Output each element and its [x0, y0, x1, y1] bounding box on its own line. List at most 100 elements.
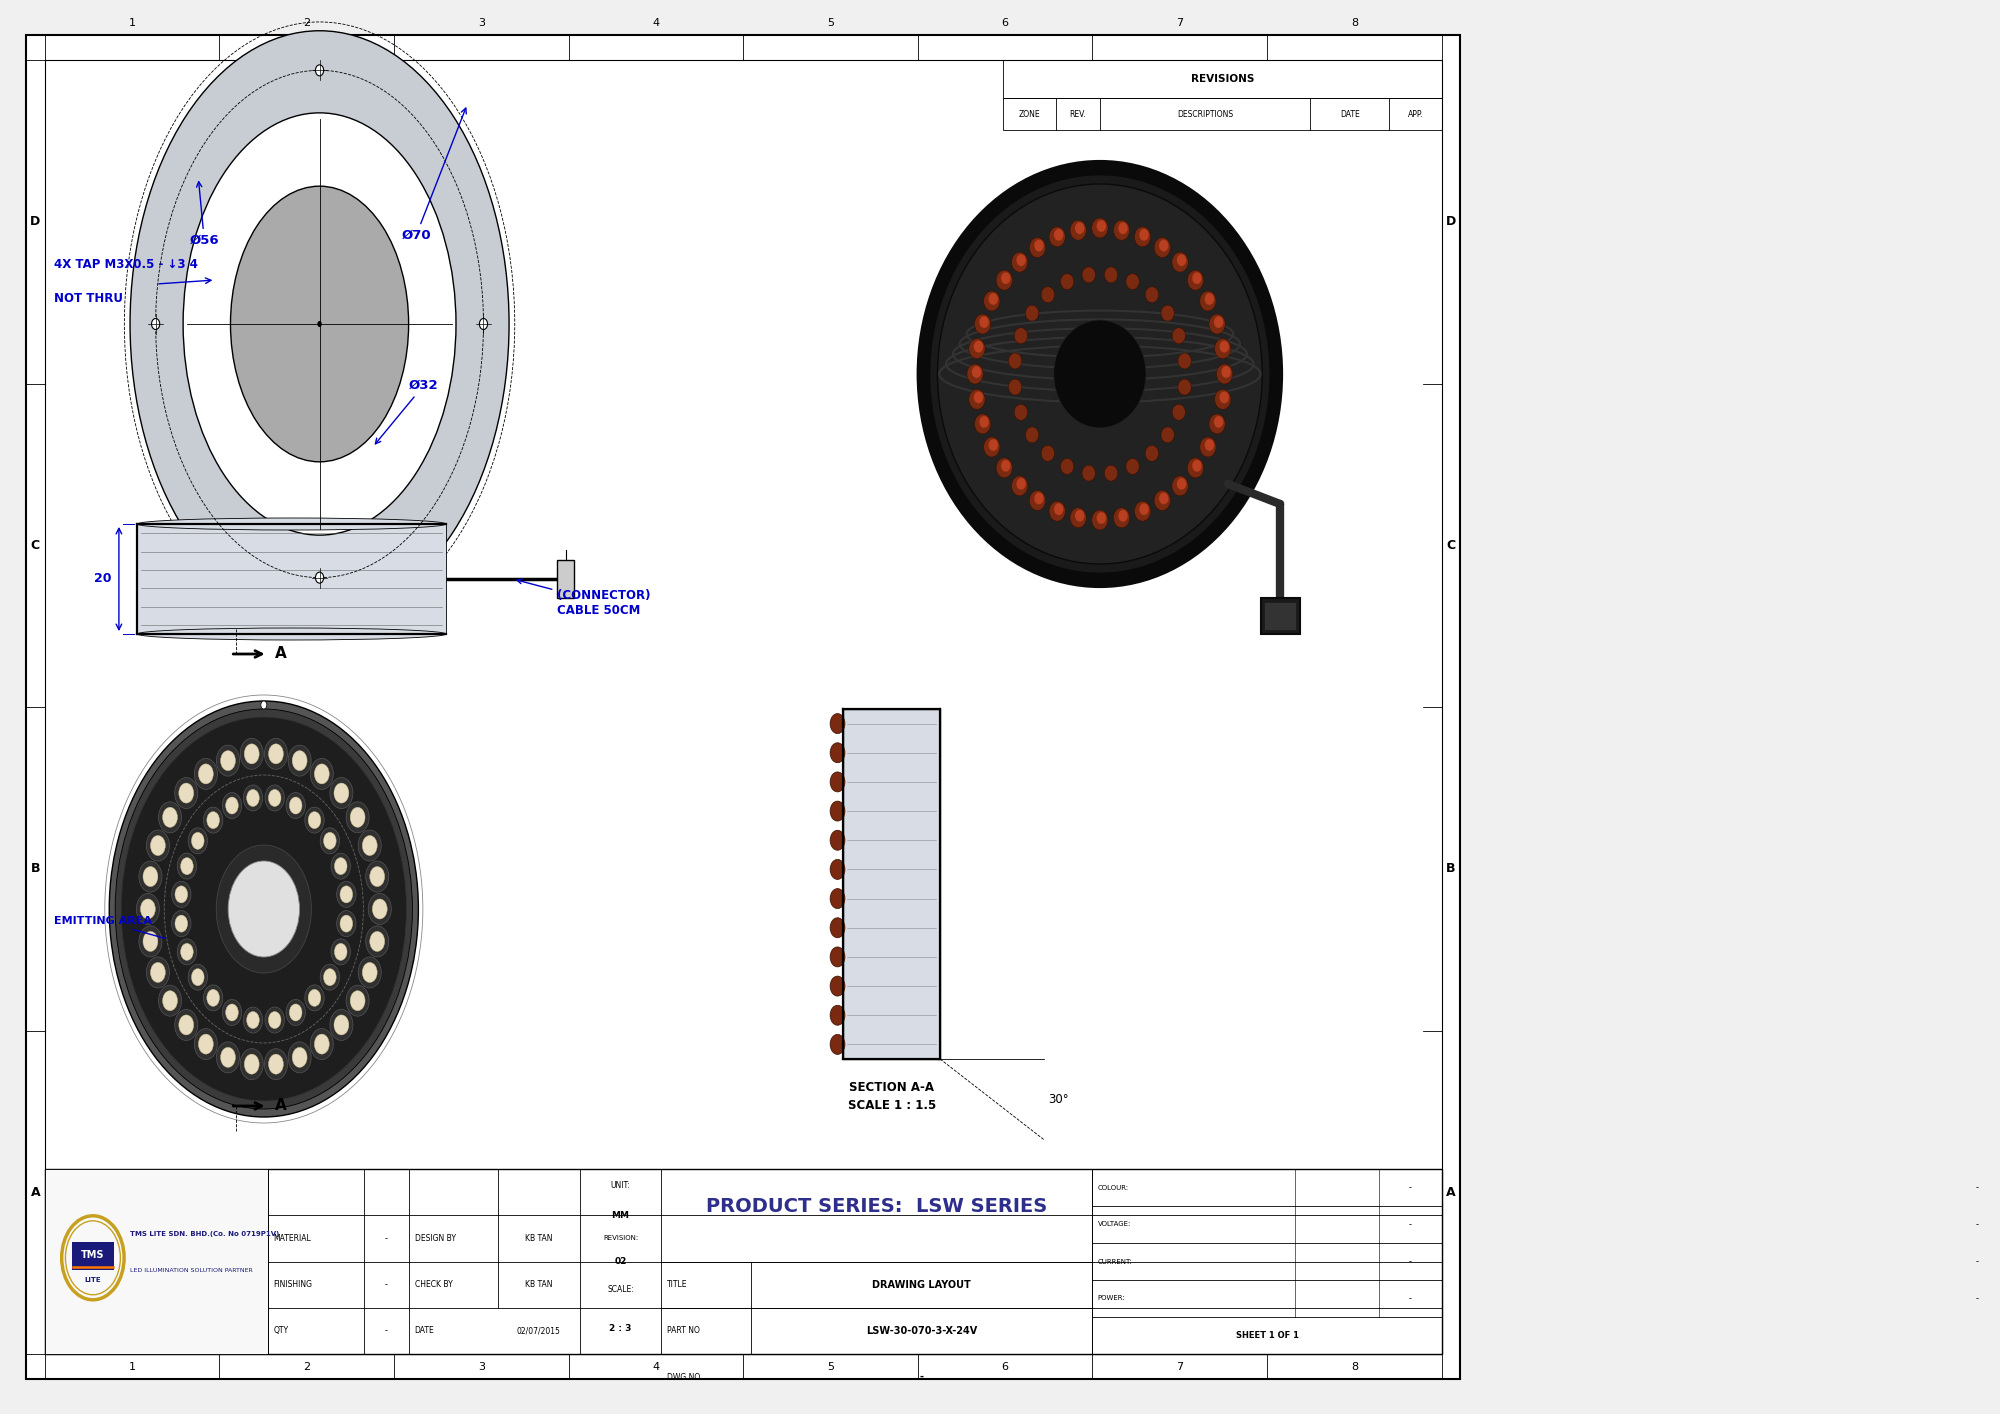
Circle shape — [174, 887, 188, 904]
Circle shape — [340, 887, 352, 904]
Ellipse shape — [1158, 492, 1168, 505]
Text: Ø70: Ø70 — [402, 107, 466, 242]
Circle shape — [226, 1004, 238, 1021]
Circle shape — [336, 911, 356, 936]
Circle shape — [304, 986, 324, 1011]
Circle shape — [194, 1028, 218, 1059]
Ellipse shape — [988, 293, 998, 305]
Circle shape — [264, 738, 288, 769]
Ellipse shape — [1118, 510, 1128, 522]
Text: DWG NO: DWG NO — [668, 1373, 700, 1381]
Ellipse shape — [1154, 491, 1170, 510]
Ellipse shape — [1222, 366, 1230, 378]
Text: 6: 6 — [1002, 18, 1008, 28]
Text: REV.: REV. — [1070, 109, 1086, 119]
Text: MM: MM — [612, 1210, 630, 1220]
Text: -: - — [1408, 1184, 1412, 1192]
Circle shape — [174, 1010, 198, 1041]
Ellipse shape — [1082, 465, 1096, 481]
Text: -: - — [1976, 1184, 1978, 1192]
Ellipse shape — [1050, 226, 1066, 247]
Circle shape — [198, 1034, 214, 1053]
Text: 5: 5 — [826, 1362, 834, 1372]
Circle shape — [178, 1015, 194, 1035]
Ellipse shape — [1000, 460, 1010, 472]
Circle shape — [362, 963, 378, 983]
Text: -: - — [1408, 1257, 1412, 1266]
Text: KB TAN: KB TAN — [526, 1280, 552, 1290]
Circle shape — [314, 1034, 330, 1053]
Ellipse shape — [972, 366, 982, 378]
Circle shape — [172, 911, 190, 936]
Circle shape — [150, 963, 166, 983]
Circle shape — [318, 321, 322, 327]
Circle shape — [368, 894, 392, 925]
Circle shape — [346, 802, 370, 833]
Circle shape — [830, 1035, 844, 1055]
Circle shape — [358, 830, 382, 861]
Ellipse shape — [1092, 510, 1108, 530]
Ellipse shape — [996, 270, 1012, 290]
Text: MATERIAL: MATERIAL — [274, 1234, 312, 1243]
Circle shape — [370, 932, 384, 952]
Text: SECTION A-A
SCALE 1 : 1.5: SECTION A-A SCALE 1 : 1.5 — [848, 1080, 936, 1111]
Text: -: - — [384, 1280, 388, 1290]
Ellipse shape — [1012, 477, 1028, 496]
Ellipse shape — [1104, 267, 1118, 283]
Text: POWER:: POWER: — [1098, 1295, 1126, 1301]
Ellipse shape — [1220, 341, 1230, 352]
Text: APP.: APP. — [1408, 109, 1424, 119]
Ellipse shape — [1008, 379, 1022, 395]
Circle shape — [246, 789, 260, 806]
Ellipse shape — [1000, 271, 1010, 284]
Circle shape — [290, 797, 302, 814]
Text: 20: 20 — [94, 573, 112, 585]
Text: PRODUCT SERIES:  LSW SERIES: PRODUCT SERIES: LSW SERIES — [706, 1196, 1048, 1216]
Ellipse shape — [938, 184, 1262, 564]
Circle shape — [150, 836, 166, 855]
Bar — [558, 560, 574, 598]
Ellipse shape — [980, 317, 988, 328]
Ellipse shape — [1200, 291, 1216, 311]
Ellipse shape — [1160, 427, 1174, 443]
Circle shape — [830, 772, 844, 792]
Text: 3: 3 — [478, 18, 484, 28]
Ellipse shape — [1074, 222, 1084, 235]
Circle shape — [266, 785, 284, 812]
Bar — [138, 525, 446, 633]
Text: TMS: TMS — [82, 1250, 104, 1260]
Circle shape — [136, 894, 160, 925]
Circle shape — [286, 792, 306, 819]
Circle shape — [330, 1010, 352, 1041]
Circle shape — [346, 986, 370, 1017]
Circle shape — [286, 1000, 306, 1025]
Circle shape — [830, 714, 844, 734]
Text: -: - — [384, 1234, 388, 1243]
Circle shape — [366, 926, 388, 957]
Text: TITLE: TITLE — [668, 1280, 688, 1290]
Circle shape — [146, 957, 170, 988]
Ellipse shape — [1192, 271, 1202, 284]
Ellipse shape — [1188, 458, 1204, 478]
Circle shape — [310, 758, 334, 789]
Text: C: C — [30, 539, 40, 551]
Circle shape — [174, 778, 198, 809]
Circle shape — [142, 932, 158, 952]
Ellipse shape — [1214, 317, 1224, 328]
Circle shape — [290, 1004, 302, 1021]
Text: A: A — [274, 1099, 286, 1113]
Circle shape — [172, 881, 190, 908]
Ellipse shape — [1192, 460, 1202, 472]
Circle shape — [292, 1048, 308, 1068]
Ellipse shape — [974, 341, 984, 352]
Text: B: B — [1446, 863, 1456, 875]
Circle shape — [222, 1000, 242, 1025]
Circle shape — [350, 991, 366, 1011]
Text: D: D — [30, 215, 40, 228]
Circle shape — [830, 976, 844, 995]
Circle shape — [246, 1011, 260, 1028]
Text: -: - — [384, 1326, 388, 1335]
Ellipse shape — [1146, 445, 1158, 461]
Text: -: - — [1976, 1257, 1978, 1266]
Ellipse shape — [1176, 255, 1186, 266]
